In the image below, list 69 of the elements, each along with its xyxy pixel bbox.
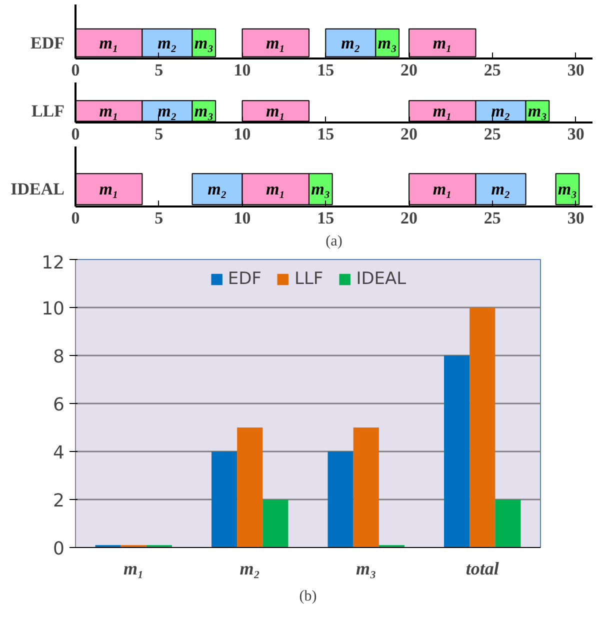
x-tick-label: m₁ xyxy=(123,558,144,578)
bar xyxy=(495,500,521,548)
bar xyxy=(237,428,263,548)
x-tick-label: 20 xyxy=(400,60,418,80)
x-tick-label: 0 xyxy=(71,60,80,80)
y-tick-label: 4 xyxy=(53,442,64,464)
x-tick-label: 15 xyxy=(317,124,334,144)
y-tick-label: 12 xyxy=(42,252,64,274)
data-label: m₁ xyxy=(99,33,118,52)
legend-label: IDEAL xyxy=(356,269,406,289)
annotation: (a) xyxy=(326,234,342,250)
bar xyxy=(444,356,470,548)
bar xyxy=(470,308,496,548)
x-tick-label: 20 xyxy=(400,208,418,228)
y-tick-label: 8 xyxy=(53,346,64,368)
y-tick-label: 2 xyxy=(53,490,64,512)
data-label: m₃ xyxy=(194,33,214,52)
x-tick-label: 10 xyxy=(234,208,251,228)
legend-label: EDF xyxy=(228,269,262,289)
data-label: m₂ xyxy=(341,33,360,52)
data-label: m₁ xyxy=(432,101,452,120)
data-label: m₁ xyxy=(99,180,118,199)
data-label: m₁ xyxy=(266,101,286,120)
x-tick-label: 0 xyxy=(71,124,80,144)
data-label: m₂ xyxy=(158,33,177,52)
data-label: m₂ xyxy=(158,101,177,120)
data-label: m₂ xyxy=(208,180,227,199)
data-label: m₁ xyxy=(432,33,452,52)
data-label: m₂ xyxy=(491,180,510,199)
x-tick-label: 30 xyxy=(567,124,584,144)
x-tick-label: 20 xyxy=(400,124,418,144)
text: (b) xyxy=(299,588,317,604)
x-tick-label: m₂ xyxy=(240,558,260,578)
data-label: m₁ xyxy=(432,180,452,199)
data-label: m₃ xyxy=(311,180,330,199)
bar xyxy=(262,500,288,548)
data-label: m₂ xyxy=(491,101,510,120)
x-tick-label: 10 xyxy=(234,124,251,144)
x-tick-label: 15 xyxy=(317,208,334,228)
x-tick-label: 5 xyxy=(154,60,164,80)
bar xyxy=(328,452,354,548)
x-tick-label: total xyxy=(466,558,499,578)
y-tick-label: 6 xyxy=(53,394,64,416)
x-tick-label: m₃ xyxy=(356,558,376,578)
data-label: m₃ xyxy=(194,101,214,120)
y-tick-label: IDEAL xyxy=(10,180,65,199)
x-tick-label: 25 xyxy=(484,124,501,144)
legend-label: LLF xyxy=(294,269,324,289)
y-tick-label: 0 xyxy=(53,538,64,560)
x-tick-label: 0 xyxy=(71,208,80,228)
x-tick-label: 5 xyxy=(154,208,164,228)
y-tick-label: EDF xyxy=(30,33,64,52)
data-label: m₃ xyxy=(528,101,548,120)
data-label: m₁ xyxy=(266,180,286,199)
x-tick-label: 15 xyxy=(317,60,334,80)
y-tick-label: LLF xyxy=(31,101,64,120)
x-tick-label: 25 xyxy=(484,208,501,228)
x-tick-label: 5 xyxy=(154,124,164,144)
data-label: m₃ xyxy=(558,180,578,199)
x-tick-label: 25 xyxy=(484,60,501,80)
bar xyxy=(212,452,238,548)
x-tick-label: 30 xyxy=(567,208,584,228)
x-tick-label: 10 xyxy=(234,60,251,80)
data-label: m₃ xyxy=(378,33,398,52)
data-label: m₁ xyxy=(99,101,118,120)
x-tick-label: 30 xyxy=(567,60,584,80)
data-label: m₁ xyxy=(266,33,286,52)
bar xyxy=(353,428,379,548)
y-tick-label: 10 xyxy=(42,298,64,320)
